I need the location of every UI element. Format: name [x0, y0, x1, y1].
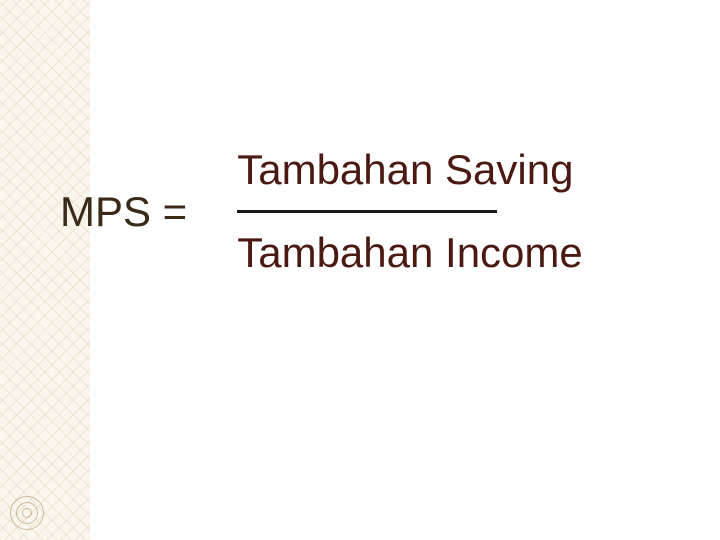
corner-ornament-icon	[10, 496, 44, 530]
fraction-line	[237, 210, 497, 213]
formula-fraction: Tambahan Saving Tambahan Income	[237, 140, 583, 283]
formula-numerator: Tambahan Saving	[237, 140, 573, 200]
formula-container: MPS = Tambahan Saving Tambahan Income	[60, 140, 583, 283]
formula-lhs: MPS =	[60, 188, 187, 236]
formula-denominator: Tambahan Income	[237, 223, 583, 283]
